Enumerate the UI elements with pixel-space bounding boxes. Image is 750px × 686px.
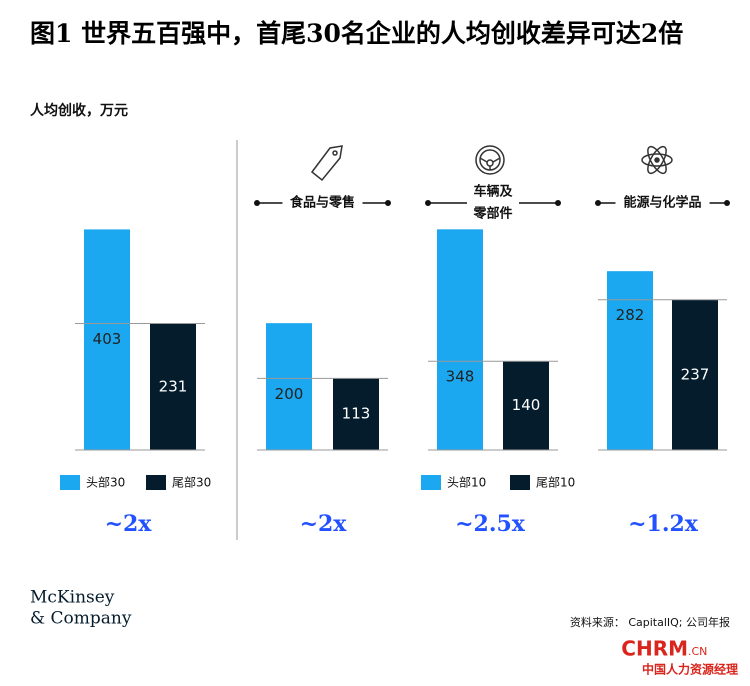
value-label: 237 [681, 365, 710, 383]
legend-label: 头部10 [447, 475, 486, 490]
bar [437, 229, 483, 450]
title-dot [385, 200, 391, 206]
logo: & Company [30, 609, 132, 629]
title-dot [724, 200, 730, 206]
sector-title: 零部件 [472, 206, 512, 222]
watermark: .CN [688, 645, 707, 658]
source: 资料来源： CapitalIQ; 公司年报 [570, 615, 730, 629]
title: 图1 世界五百强中，首尾30名企业的人均创收差异可达2倍 [30, 19, 684, 48]
bar [333, 378, 379, 450]
value-label: 282 [616, 306, 645, 324]
bar [84, 229, 130, 450]
watermark: 中国人力资源经理 [642, 662, 738, 677]
legend-label: 尾部30 [172, 475, 211, 490]
legend-label: 头部30 [86, 475, 125, 490]
multiple: ~2x [300, 511, 348, 537]
bar [672, 299, 718, 450]
title-backdrop [282, 192, 363, 214]
value-label: 140 [512, 396, 541, 414]
title-backdrop [615, 192, 710, 214]
value-label: 403 [93, 330, 122, 348]
watermark: CHRM [621, 637, 688, 661]
bar [150, 323, 196, 450]
legend-swatch [146, 475, 166, 490]
title-dot [254, 200, 260, 206]
legend-label: 尾部10 [536, 475, 575, 490]
multiple: ~1.2x [628, 511, 699, 537]
bar [607, 271, 653, 450]
value-label: 348 [446, 368, 475, 386]
bar [503, 361, 549, 450]
subtitle: 人均创收，万元 [30, 103, 128, 119]
sector-title: 食品与零售 [290, 195, 355, 211]
sector-title: 能源与化学品 [623, 195, 701, 211]
value-label: 200 [275, 385, 304, 403]
legend-swatch [421, 475, 441, 490]
tag-icon [310, 145, 343, 182]
multiple: ~2.5x [455, 511, 526, 537]
title-dot [595, 200, 601, 206]
legend-swatch [60, 475, 80, 490]
logo: McKinsey [30, 588, 115, 608]
wheel-icon [475, 145, 505, 175]
bar [266, 323, 312, 450]
title-backdrop [467, 181, 519, 225]
title-dot [555, 200, 561, 206]
multiple: ~2x [105, 511, 153, 537]
atom-icon [641, 145, 673, 175]
value-label: 231 [159, 377, 188, 395]
title-dot [425, 200, 431, 206]
value-label: 113 [342, 405, 371, 423]
sector-title: 车辆及 [473, 184, 513, 200]
legend-swatch [510, 475, 530, 490]
